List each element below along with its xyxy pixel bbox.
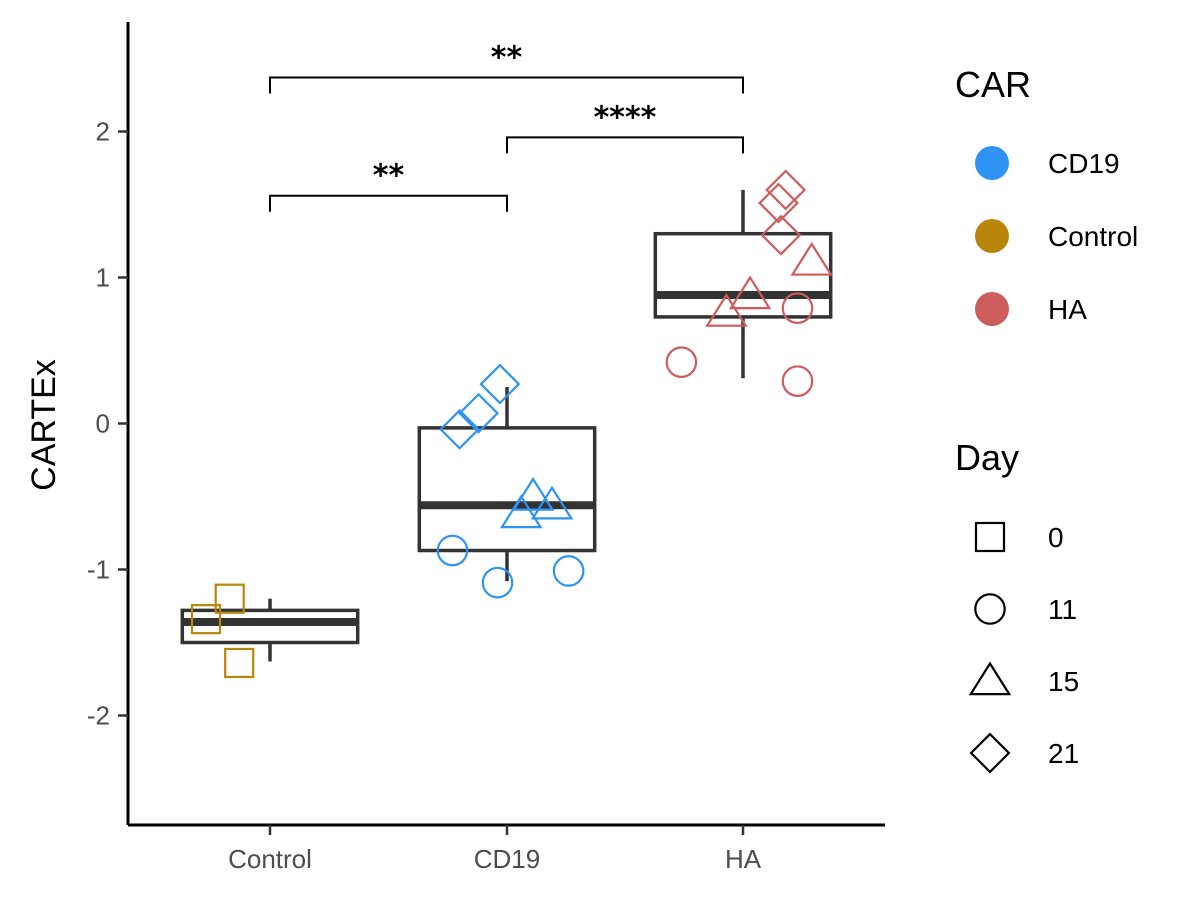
- data-point-control-day0: [224, 647, 255, 679]
- bracket-line: [269, 194, 508, 212]
- legend-swatch-control: [975, 219, 1009, 253]
- x-tick-label-ha: HA: [725, 844, 762, 874]
- legend-shape-circle-icon: [974, 593, 1006, 625]
- x-tick-label-cd19: CD19: [474, 844, 540, 874]
- significance-bracket: ****: [506, 100, 744, 154]
- significance-bracket: **: [269, 40, 744, 94]
- data-point-ha-day15: [790, 241, 833, 276]
- boxplot-ha: [653, 189, 833, 379]
- axes: -2 -1 0 1 2 Control CD19 HA: [87, 22, 885, 874]
- data-point-ha-day11: [781, 292, 814, 324]
- data-point-ha-day11: [665, 346, 698, 378]
- data-point-cd19-day15: [511, 476, 555, 511]
- bracket-line: [269, 76, 744, 94]
- y-tick-label: 0: [96, 409, 110, 439]
- legend-swatch-cd19: [975, 146, 1009, 180]
- significance-label: ****: [594, 100, 657, 135]
- legend-label-control: Control: [1048, 221, 1138, 252]
- data-point-cd19-day15: [499, 494, 543, 529]
- y-tick-label: 2: [96, 117, 110, 147]
- legend-shape-diamond-icon: [969, 732, 1011, 774]
- y-tick-label: -2: [87, 701, 110, 731]
- legend-label-day-15: 15: [1048, 666, 1079, 697]
- legend-shape-square-icon: [974, 521, 1006, 553]
- data-point-ha-day21: [758, 182, 800, 224]
- y-tick-label: 1: [96, 263, 110, 293]
- legend-label-day-11: 11: [1048, 594, 1077, 625]
- legend-title-day: Day: [955, 437, 1019, 478]
- legend-shape-triangle-icon: [968, 661, 1012, 696]
- significance-label: **: [491, 40, 523, 75]
- data-point-cd19-day21: [458, 392, 500, 434]
- data-point-cd19-day11: [552, 555, 585, 587]
- data-point-cd19-day15: [530, 485, 574, 520]
- data-point-ha-day11: [781, 365, 814, 397]
- legend-title-car: CAR: [955, 64, 1031, 105]
- box-iqr: [417, 426, 597, 553]
- plot-area: ********: [180, 40, 833, 679]
- legend: CAR CD19 Control HA Day 0 11 15 21: [955, 64, 1138, 774]
- legend-label-day-0: 0: [1048, 522, 1064, 553]
- data-point-ha-day21: [760, 214, 802, 256]
- legend-label-ha: HA: [1048, 294, 1087, 325]
- data-point-ha-day21: [765, 169, 807, 211]
- data-point-cd19-day11: [436, 534, 469, 567]
- bracket-line: [506, 136, 744, 154]
- significance-label: **: [373, 159, 405, 194]
- data-point-ha-day15: [728, 275, 772, 310]
- legend-swatch-ha: [975, 292, 1009, 326]
- data-point-cd19-day21: [439, 408, 481, 450]
- data-point-cd19-day21: [479, 363, 521, 405]
- significance-bracket: **: [269, 159, 508, 212]
- data-point-ha-day15: [705, 292, 748, 327]
- y-tick-label: -1: [87, 555, 110, 585]
- x-tick-label-control: Control: [228, 844, 312, 874]
- data-point-cd19-day11: [481, 566, 514, 599]
- boxplot-cd19: [417, 387, 597, 582]
- legend-label-day-21: 21: [1048, 738, 1079, 769]
- data-point-control-day0: [214, 583, 245, 614]
- y-axis-title: CARTEx: [25, 359, 63, 491]
- legend-label-cd19: CD19: [1048, 148, 1120, 179]
- data-point-control-day0: [190, 604, 222, 635]
- box-iqr: [180, 608, 360, 645]
- boxplot-control: [180, 598, 360, 662]
